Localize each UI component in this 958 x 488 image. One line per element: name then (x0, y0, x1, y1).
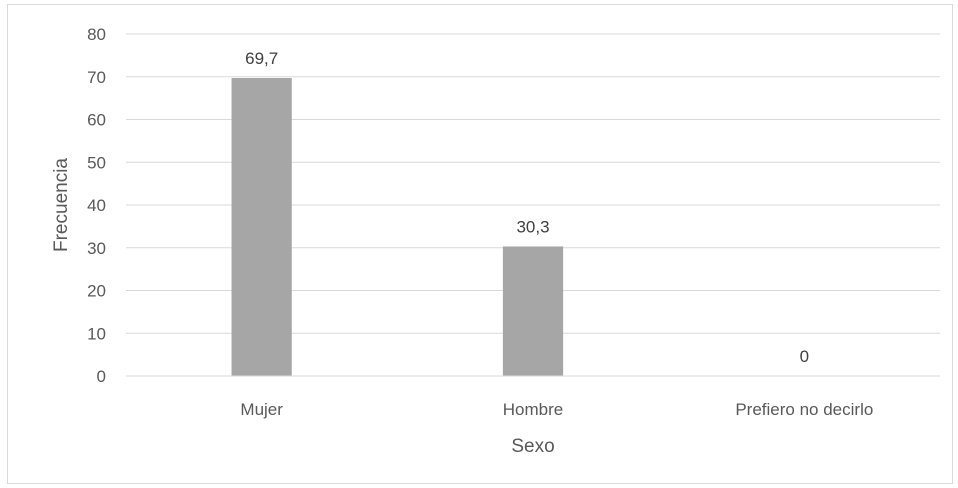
x-axis-title: Sexo (511, 436, 554, 457)
chart-frame: 0 10 20 30 40 50 60 70 80 69,7 30,3 0 Mujer Hombre P… (7, 4, 953, 484)
x-category-label: Prefiero no decirlo (735, 400, 873, 419)
data-label: 30,3 (516, 217, 549, 236)
bar-mujer (231, 78, 292, 376)
data-label: 0 (800, 347, 809, 366)
y-tick-label: 50 (87, 153, 106, 172)
y-axis-ticks: 0 10 20 30 40 50 60 70 80 (87, 25, 106, 386)
x-category-label: Hombre (503, 400, 563, 419)
bar-hombre (502, 246, 564, 376)
x-category-label: Mujer (240, 400, 283, 419)
data-labels: 69,7 30,3 0 (245, 49, 809, 366)
y-tick-label: 80 (87, 25, 106, 44)
data-label: 69,7 (245, 49, 278, 68)
y-tick-label: 60 (87, 111, 106, 130)
y-tick-label: 10 (87, 324, 106, 343)
x-axis-categories: Mujer Hombre Prefiero no decirlo (240, 400, 873, 419)
y-tick-label: 0 (97, 367, 106, 386)
y-axis-title: Frecuencia (51, 158, 72, 252)
y-tick-label: 30 (87, 239, 106, 258)
bars (231, 78, 564, 376)
bar-chart: 0 10 20 30 40 50 60 70 80 69,7 30,3 0 Mujer Hombre P… (51, 25, 940, 457)
y-tick-label: 70 (87, 68, 106, 87)
y-tick-label: 20 (87, 282, 106, 301)
y-tick-label: 40 (87, 196, 106, 215)
